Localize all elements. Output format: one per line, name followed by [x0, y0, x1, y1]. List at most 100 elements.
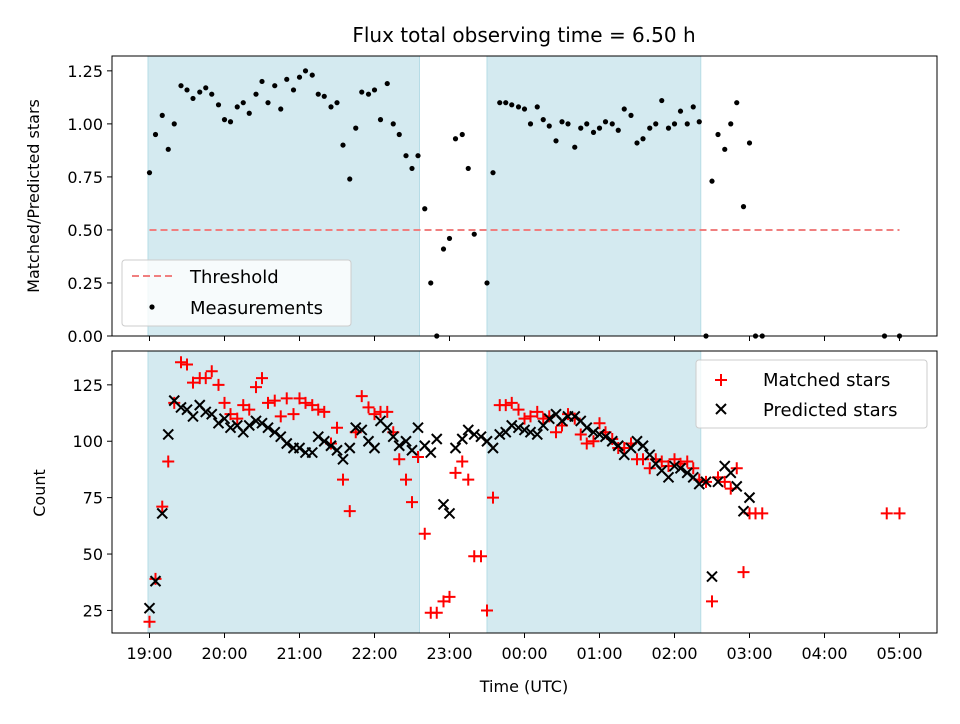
legend-matched-label: Matched stars: [763, 370, 890, 391]
top-y-axis-label: Matched/Predicted stars: [24, 99, 43, 293]
measurement-point: [596, 125, 603, 131]
predicted-star-point: [606, 435, 618, 447]
measurement-point: [640, 136, 646, 142]
x-tick-label: 22:00: [351, 644, 397, 663]
measurement-point: [390, 121, 396, 127]
predicted-star-point: [143, 602, 156, 614]
y-tick-label: 1.00: [67, 115, 103, 134]
measurement-point: [284, 76, 290, 82]
predicted-star-point: [543, 412, 555, 425]
measurement-point: [377, 117, 384, 123]
measurement-point: [490, 170, 496, 176]
predicted-star-point: [437, 498, 450, 511]
matched-star-point: [187, 376, 199, 389]
chart-title: Flux total observing time = 6.50 h: [352, 23, 695, 47]
measurement-point: [403, 153, 409, 159]
predicted-star-point: [449, 442, 462, 454]
x-tick-label: 23:00: [426, 644, 472, 663]
matched-star-point: [331, 421, 343, 434]
predicted-star-point: [381, 421, 393, 434]
matched-star-point: [181, 358, 193, 371]
top-legend-box: [121, 259, 352, 327]
predicted-star-point: [400, 435, 412, 447]
measurement-point: [465, 165, 471, 172]
predicted-star-point: [325, 440, 337, 452]
predicted-star-point: [331, 444, 343, 456]
y-tick-label: 0.75: [67, 168, 103, 187]
matched-star-point: [343, 505, 356, 518]
measurement-point: [227, 119, 234, 125]
matched-star-point: [893, 507, 906, 520]
matched-star-point: [687, 462, 700, 475]
predicted-star-point: [587, 426, 600, 438]
measurement-point: [578, 125, 584, 131]
measurement-point: [190, 95, 196, 102]
y-tick-label: 100: [72, 432, 103, 451]
measurement-point: [171, 121, 177, 127]
predicted-star-point: [206, 408, 218, 420]
measurement-point: [165, 146, 171, 152]
matched-star-point: [418, 527, 431, 540]
measurement-point: [621, 106, 627, 112]
matched-star-point: [718, 475, 731, 488]
bottom-matched-stars: [143, 356, 906, 628]
matched-star-point: [355, 390, 368, 403]
matched-star-point: [730, 462, 743, 475]
measurement-point: [278, 106, 284, 112]
top-panel: 0.00 0.25 0.50 0.75 1.00 1.25 Threshold Measu…: [67, 55, 938, 346]
measurement-point: [422, 206, 428, 212]
predicted-star-point: [556, 415, 568, 427]
matched-star-point: [487, 491, 499, 504]
measurement-point: [659, 97, 665, 104]
measurement-point: [534, 104, 540, 110]
matched-star-point: [400, 473, 412, 486]
measurement-point: [677, 108, 684, 114]
predicted-star-point: [243, 419, 255, 432]
measurement-point: [240, 100, 246, 106]
predicted-star-point: [487, 442, 499, 454]
matched-star-point: [312, 403, 325, 416]
matched-star-point: [462, 473, 475, 486]
predicted-star-point: [269, 426, 281, 438]
matched-star-point: [224, 408, 237, 421]
measurement-point: [234, 104, 240, 110]
matched-star-point: [243, 403, 256, 416]
measurement-point: [546, 123, 552, 129]
predicted-star-point: [250, 415, 262, 427]
measurement-point: [709, 178, 715, 184]
matched-star-point: [430, 606, 443, 619]
x-tick-label: 21:00: [276, 644, 322, 663]
measurement-point: [396, 131, 402, 138]
measurement-point: [459, 131, 465, 138]
predicted-star-point: [212, 417, 225, 429]
measurement-point: [309, 72, 315, 78]
measurement-point: [728, 121, 734, 127]
predicted-star-point: [256, 417, 268, 429]
measurement-point: [527, 121, 534, 127]
top-legend: Threshold Measurements: [121, 259, 352, 327]
legend-measurements-swatch: [149, 304, 155, 310]
x-tick-label: 04:00: [801, 644, 847, 663]
matched-star-point: [162, 455, 175, 468]
matched-star-point: [199, 372, 212, 385]
measurement-point: [690, 104, 696, 110]
x-tick-label: 19:00: [126, 644, 172, 663]
predicted-star-point: [393, 440, 405, 452]
measurement-point: [296, 74, 303, 80]
predicted-star-point: [631, 435, 643, 447]
measurement-point: [515, 104, 522, 110]
predicted-star-point: [462, 424, 474, 436]
bottom-panel: 19:00 20:00 21:00 22:00 23:00 00:00 01:00 02:00…: [72, 350, 938, 663]
top-observing-windows: [147, 55, 702, 337]
predicted-star-point: [668, 460, 681, 472]
measurement-point: [152, 131, 159, 138]
predicted-star-point: [406, 444, 418, 456]
legend-matched-swatch: [715, 374, 727, 386]
predicted-star-point: [350, 421, 362, 434]
predicted-star-point: [175, 401, 187, 414]
measurement-point: [584, 121, 590, 127]
measurement-point: [353, 125, 359, 131]
measurement-point: [347, 176, 353, 182]
measurement-point: [272, 83, 278, 89]
